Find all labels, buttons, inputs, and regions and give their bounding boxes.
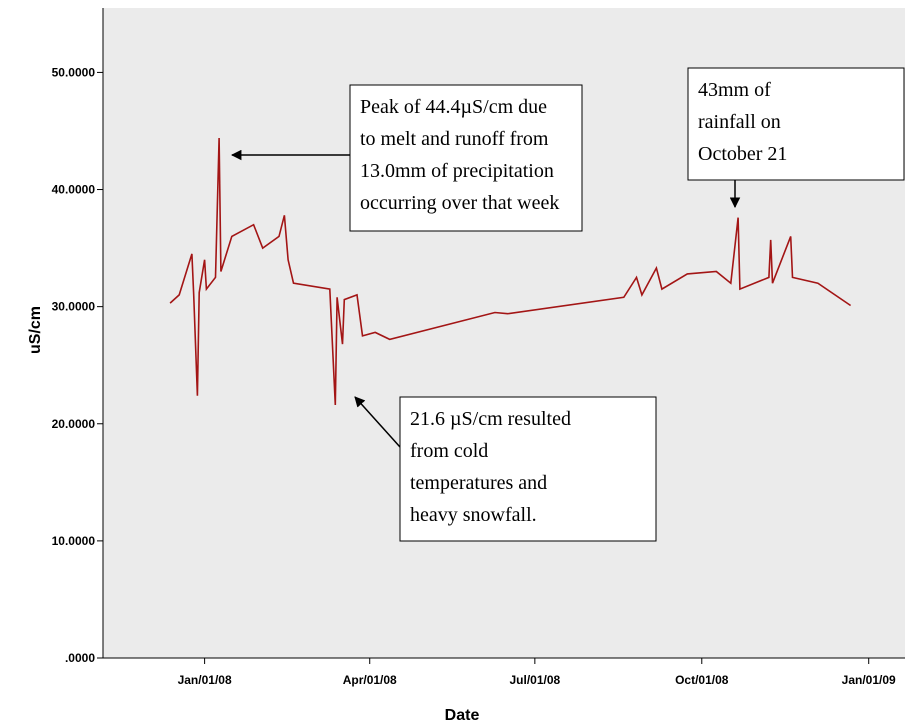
annotation-text: to melt and runoff from bbox=[360, 128, 549, 150]
y-axis-title: uS/cm bbox=[27, 306, 44, 354]
x-tick-label: Jan/01/09 bbox=[842, 673, 896, 687]
annotation-box bbox=[349, 84, 583, 232]
y-tick-label: 40.0000 bbox=[52, 183, 96, 197]
annotation-text: 13.0mm of precipitation bbox=[360, 160, 554, 182]
annotation-text: heavy snowfall. bbox=[410, 504, 537, 526]
annotation-text: temperatures and bbox=[410, 472, 547, 494]
y-tick-label: 20.0000 bbox=[52, 417, 96, 431]
y-tick-label: 10.0000 bbox=[52, 534, 96, 548]
x-tick-label: Jul/01/08 bbox=[509, 673, 560, 687]
x-tick-label: Apr/01/08 bbox=[343, 673, 397, 687]
annotation-box bbox=[399, 396, 657, 542]
annotation-text: Peak of 44.4µS/cm due bbox=[360, 96, 547, 118]
y-tick-label: 50.0000 bbox=[52, 65, 96, 79]
y-tick-label: 30.0000 bbox=[52, 300, 96, 314]
annotation-box bbox=[687, 67, 905, 181]
annotation-text: from cold bbox=[410, 440, 488, 462]
x-tick-label: Oct/01/08 bbox=[675, 673, 729, 687]
x-tick-label: Jan/01/08 bbox=[178, 673, 232, 687]
annotation-text: rainfall on bbox=[698, 111, 781, 133]
annotation-text: occurring over that week bbox=[360, 192, 559, 214]
annotation-arrow bbox=[354, 396, 401, 448]
x-axis-title: Date bbox=[445, 707, 480, 724]
data-line bbox=[169, 137, 852, 406]
y-tick-label: .0000 bbox=[65, 651, 95, 665]
annotation-text: 21.6 µS/cm resulted bbox=[410, 408, 571, 430]
annotation-text: October 21 bbox=[698, 143, 787, 165]
annotation-text: 43mm of bbox=[698, 79, 771, 101]
